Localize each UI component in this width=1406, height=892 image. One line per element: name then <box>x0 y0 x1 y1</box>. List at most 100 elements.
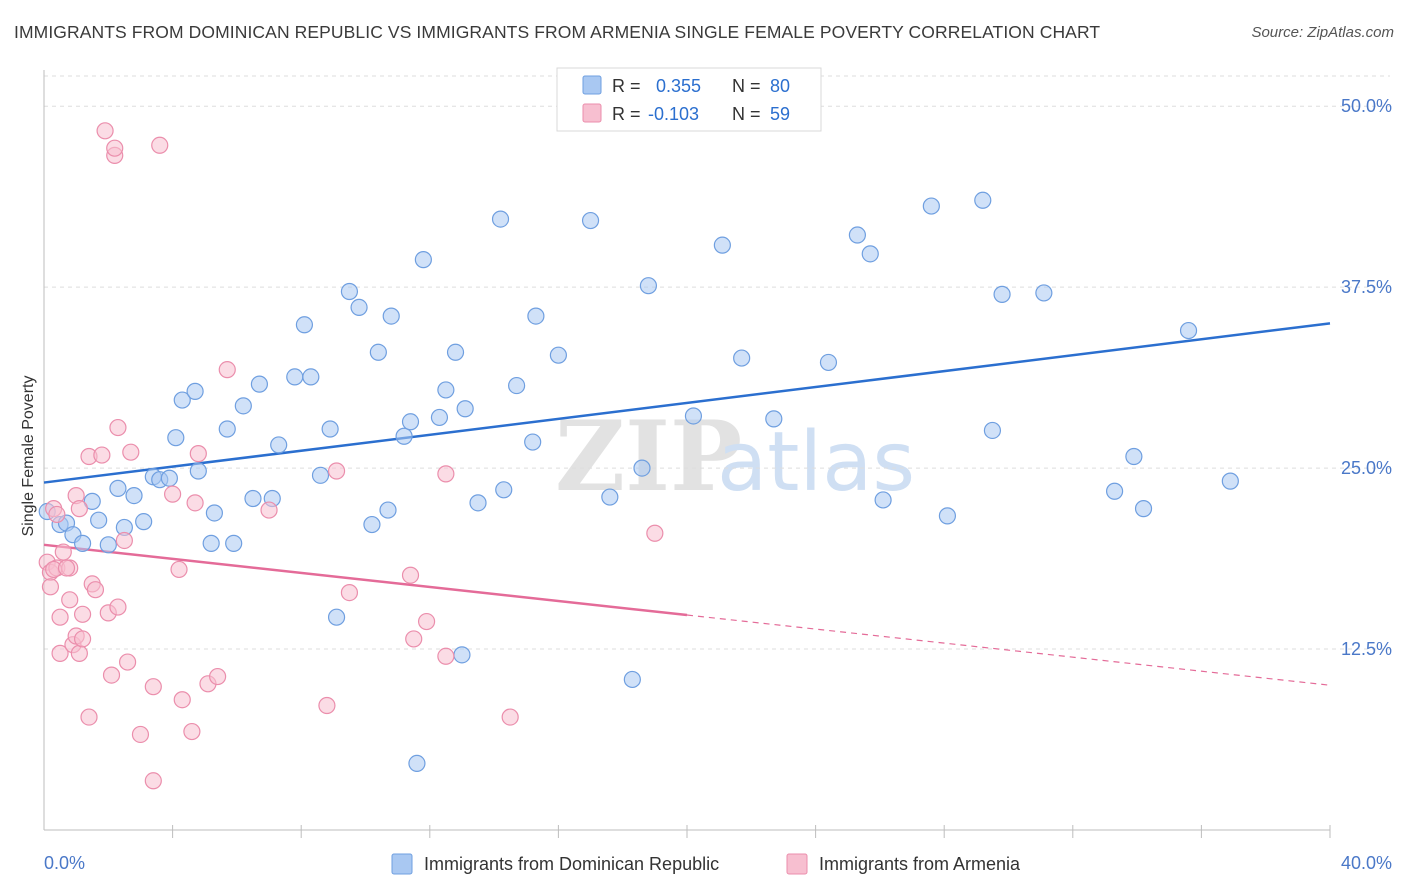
data-point-pink <box>115 531 133 550</box>
watermark-zip: ZIP <box>555 400 742 513</box>
data-point-blue <box>684 407 703 425</box>
data-point-blue <box>83 492 101 510</box>
data-point-pink <box>437 465 455 483</box>
data-point-blue <box>491 210 510 228</box>
data-point-blue <box>974 191 992 209</box>
data-point-blue <box>340 282 359 301</box>
data-point-pink <box>109 598 127 616</box>
data-point-blue <box>73 534 92 552</box>
stats-r-label: R = <box>612 104 641 124</box>
data-point-pink <box>170 560 188 579</box>
data-point-blue <box>1105 482 1124 500</box>
data-point-blue <box>446 343 465 361</box>
legend: Immigrants from Dominican Republic Immig… <box>391 853 1021 875</box>
data-point-blue <box>601 488 619 506</box>
y-tick-label: 37.5% <box>1341 277 1392 297</box>
data-point-pink <box>164 485 182 503</box>
trend-lines <box>43 322 1331 686</box>
y-tick-label: 12.5% <box>1341 639 1392 659</box>
data-point-blue <box>244 489 262 508</box>
data-point-blue <box>437 381 455 399</box>
data-point-pink <box>73 605 92 623</box>
stats-r-value: -0.103 <box>648 104 699 124</box>
data-point-blue <box>234 397 252 415</box>
trend-line-extension-pink <box>686 614 1331 686</box>
data-point-blue <box>218 420 236 438</box>
stats-n-value: 80 <box>770 76 790 96</box>
data-point-blue <box>173 391 191 409</box>
data-point-pink <box>144 772 162 790</box>
trend-line-pink <box>43 543 688 617</box>
stats-n-value: 59 <box>770 104 790 124</box>
data-point-pink <box>86 581 105 599</box>
data-point-pink <box>51 644 69 662</box>
data-point-pink <box>109 418 127 437</box>
data-point-blue <box>453 646 471 664</box>
data-point-blue <box>186 382 204 400</box>
data-point-blue <box>922 197 940 215</box>
data-point-blue <box>524 433 542 451</box>
data-point-pink <box>48 505 66 524</box>
data-point-blue <box>495 481 513 499</box>
data-point-pink <box>61 591 79 609</box>
data-point-pink <box>173 691 191 709</box>
stats-n-label: N = <box>732 76 761 96</box>
data-point-pink <box>260 501 278 519</box>
data-point-blue <box>430 408 449 427</box>
data-point-blue <box>135 513 153 531</box>
data-point-pink <box>41 578 60 596</box>
data-point-pink <box>405 630 423 648</box>
data-point-blue <box>983 421 1002 440</box>
data-point-pink <box>186 494 204 512</box>
data-point-blue <box>848 226 866 244</box>
y-tick-label: 50.0% <box>1341 96 1392 116</box>
data-point-blue <box>90 511 108 529</box>
data-point-pink <box>102 666 121 684</box>
data-point-pink <box>218 361 236 379</box>
data-point-blue <box>109 479 127 497</box>
data-point-blue <box>1179 321 1198 340</box>
data-point-pink <box>80 708 98 726</box>
data-point-blue <box>302 368 320 386</box>
data-point-blue <box>99 536 117 554</box>
watermark: ZIP atlas <box>555 400 915 513</box>
data-point-pink <box>340 583 359 602</box>
x-tick-label-max: 40.0% <box>1341 853 1392 873</box>
data-point-blue <box>379 501 397 519</box>
data-point-blue <box>527 307 545 325</box>
data-point-pink <box>51 608 69 626</box>
data-point-pink <box>189 445 207 463</box>
data-point-pink <box>501 708 519 726</box>
data-point-blue <box>202 534 220 552</box>
data-point-blue <box>369 343 387 361</box>
data-point-blue <box>408 754 426 773</box>
data-point-blue <box>321 420 339 438</box>
stats-box: R = 0.355 N = 80 R = -0.103 N = 59 <box>556 67 822 132</box>
trend-line-blue <box>43 322 1331 484</box>
chart-title: IMMIGRANTS FROM DOMINICAN REPUBLIC VS IM… <box>14 22 1101 42</box>
data-point-pink <box>106 139 124 157</box>
data-point-blue <box>327 608 346 626</box>
data-point-blue <box>382 307 400 325</box>
data-point-pink <box>401 566 420 584</box>
data-point-blue <box>1035 284 1053 302</box>
data-point-pink <box>646 524 664 542</box>
data-point-blue <box>1134 500 1153 518</box>
data-point-blue <box>765 410 783 428</box>
data-point-pink <box>118 653 137 671</box>
source-credit: Source: ZipAtlas.com <box>1251 24 1394 41</box>
data-point-pink <box>73 630 92 648</box>
data-point-pink <box>122 443 140 461</box>
stats-r-label: R = <box>612 76 641 96</box>
data-point-blue <box>125 487 143 505</box>
grid-lines <box>44 75 1390 650</box>
data-point-pink <box>327 462 346 480</box>
data-point-blue <box>167 429 185 447</box>
data-point-blue <box>938 507 957 525</box>
data-point-blue <box>401 413 420 431</box>
data-point-pink <box>183 722 201 741</box>
data-point-blue <box>581 211 600 230</box>
data-point-blue <box>250 375 269 393</box>
data-point-blue <box>350 298 368 317</box>
data-point-blue <box>1221 472 1239 490</box>
